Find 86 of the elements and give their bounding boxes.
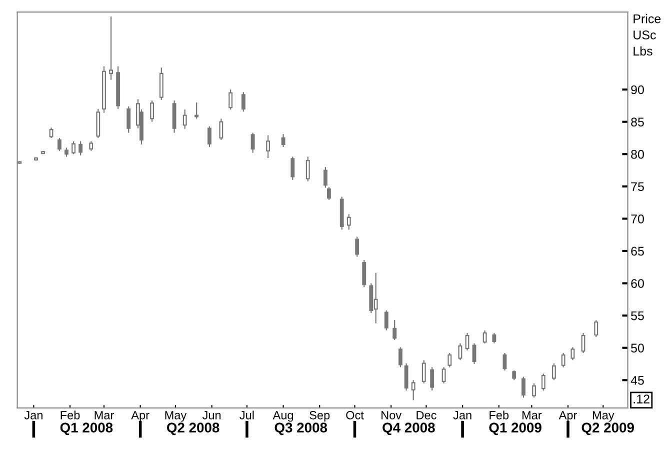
- y-tick-label: 75: [631, 182, 644, 192]
- candlestick: [448, 352, 452, 368]
- candlestick: [398, 346, 402, 368]
- y-tick-label: 65: [631, 246, 644, 256]
- candlestick: [552, 362, 556, 381]
- candlestick: [384, 310, 388, 331]
- candlestick: [228, 88, 233, 110]
- candlestick: [430, 366, 434, 392]
- x-tick-label: Apr: [558, 411, 577, 422]
- candlestick: [290, 156, 295, 180]
- x2-tick-label: Q2 2009: [582, 422, 634, 436]
- x-tick-label: Mar: [94, 411, 114, 420]
- candlestick: [561, 352, 566, 368]
- candlestick: [64, 147, 68, 158]
- candlestick: [126, 106, 131, 134]
- x2-tick-label: Q1 2008: [60, 422, 113, 436]
- x-tick-label: Jan: [24, 411, 42, 420]
- x-tick-label: Aug: [272, 411, 294, 422]
- candlestick: [404, 362, 408, 392]
- candlestick: [323, 166, 328, 188]
- candlestick: [58, 137, 62, 152]
- candlestick: [422, 360, 426, 384]
- candlestick: [594, 320, 598, 338]
- candlestick: [182, 108, 187, 130]
- candlestick: [266, 134, 270, 159]
- candlestick: [250, 132, 255, 154]
- x-tick-label: Sep: [310, 410, 330, 422]
- candlestick: [72, 140, 76, 155]
- x-tick-label: Dec: [416, 411, 436, 420]
- candlestick: [581, 332, 586, 354]
- candlestick: [411, 380, 416, 401]
- x-tick-label: Jan: [453, 411, 472, 420]
- y-tick-label: 85: [631, 118, 644, 126]
- candlestick: [492, 332, 496, 344]
- candlestick: [96, 108, 100, 139]
- y-tick-label: 45: [630, 376, 644, 385]
- candlestick: [472, 342, 476, 365]
- candlestick: [150, 100, 154, 122]
- y-tick-label: 70: [631, 214, 644, 224]
- candlestick: [194, 102, 199, 120]
- candlestick: [392, 320, 397, 341]
- x-tick-label: Oct: [346, 410, 364, 420]
- x-tick-label: Apr: [131, 411, 150, 422]
- candlestick: [281, 134, 286, 148]
- candlestick: [207, 126, 212, 148]
- x2-tick-label: Q1 2009: [489, 422, 542, 436]
- candlestick: [241, 92, 246, 112]
- x2-tick-label: Q4 2008: [382, 422, 435, 436]
- candlestick: [458, 342, 462, 361]
- candlestick: [522, 376, 526, 398]
- candlestick: [109, 16, 113, 80]
- text: .12: [634, 394, 650, 404]
- candlestick: [541, 373, 546, 392]
- candlestick: [442, 366, 446, 384]
- candlestick: [502, 352, 507, 372]
- candlestick: [346, 214, 351, 230]
- y-tick-label: 50: [631, 344, 644, 352]
- candlestick: [49, 127, 54, 139]
- x-tick-label: Nov: [382, 411, 402, 420]
- x-tick-label: Mar: [522, 411, 542, 420]
- candlestick: [362, 259, 366, 288]
- y-tick-label: 60: [631, 279, 644, 288]
- candlestick: [512, 370, 516, 381]
- candlestick: [532, 382, 536, 398]
- candlestick: [465, 332, 470, 351]
- x-tick-label: Feb: [60, 410, 80, 420]
- candlestick: [89, 140, 94, 152]
- y-tick-label: 80: [631, 150, 644, 159]
- x2-tick-label: Q2 2008: [166, 422, 220, 436]
- x2-tick-label: Q3 2008: [274, 422, 328, 436]
- candlestick: [159, 67, 164, 100]
- candlestick: [482, 330, 487, 344]
- y-tick-label: 90: [631, 85, 644, 94]
- candlestick: [306, 156, 310, 182]
- x-tick-label: May: [165, 411, 187, 422]
- candlestick: [570, 346, 575, 361]
- candlestick: [327, 186, 331, 201]
- y-tick-label: 55: [631, 311, 644, 320]
- candlestick: [355, 236, 360, 258]
- y-axis-title: Price USc Lbs: [634, 14, 661, 56]
- x-tick-label: Jun: [202, 411, 221, 420]
- x-tick-label: Jul: [240, 410, 254, 420]
- candlestick: [219, 118, 224, 140]
- x-tick-label: Feb: [490, 410, 509, 420]
- candlestick: [78, 140, 83, 156]
- x-tick-label: May: [592, 411, 614, 422]
